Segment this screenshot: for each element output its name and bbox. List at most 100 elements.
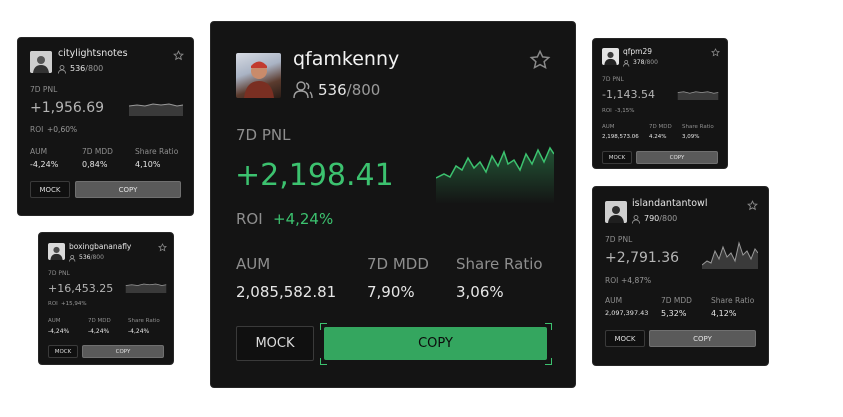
follower-capacity: /800	[85, 64, 104, 73]
follower-count-value: 790	[644, 214, 660, 223]
trader-card-boxingbananafly: boxingbananafly 536/800 7D PNL +16,453.2…	[38, 232, 174, 365]
mock-button[interactable]: MOCK	[605, 330, 645, 347]
mdd-label: 7D MDD	[649, 124, 672, 130]
pnl-label: 7D PNL	[605, 235, 633, 244]
mock-button[interactable]: MOCK	[236, 326, 314, 361]
aum-label: AUM	[236, 255, 271, 273]
aum-label: AUM	[602, 124, 615, 130]
share-ratio-label: Share Ratio	[682, 124, 714, 130]
trader-card-citylightsnotes: citylightsnotes 536/800 7D PNL +1,956.69…	[17, 37, 194, 216]
roi-value: +15,94%	[61, 301, 87, 307]
follower-capacity: /800	[346, 81, 381, 99]
trader-avatar	[602, 48, 619, 65]
pnl-value: +2,791.36	[605, 250, 680, 266]
copy-corner-br	[545, 358, 552, 365]
copy-button[interactable]: COPY	[636, 151, 718, 164]
follower-capacity: /800	[90, 254, 104, 261]
trader-card-islandantantowl: islandantantowl 790/800 7D PNL +2,791.36…	[592, 186, 769, 366]
favorite-star-icon[interactable]	[747, 200, 758, 211]
trader-username[interactable]: islandantantowl	[632, 198, 708, 209]
roi-label: ROI	[605, 276, 619, 285]
aum-value: 2,085,582.81	[236, 283, 337, 301]
mdd-value: 0,84%	[82, 160, 108, 169]
pnl-label: 7D PNL	[48, 270, 70, 277]
avatar-photo	[30, 51, 52, 73]
mdd-label: 7D MDD	[367, 255, 429, 273]
favorite-star-icon[interactable]	[529, 49, 551, 71]
share-ratio-label: Share Ratio	[135, 147, 179, 156]
pnl-sparkline	[702, 241, 758, 269]
trader-avatar	[48, 243, 65, 260]
favorite-star-icon[interactable]	[173, 50, 184, 61]
roi-label: ROI	[236, 210, 263, 228]
mdd-label: 7D MDD	[661, 296, 692, 305]
pnl-value: +1,956.69	[30, 100, 105, 116]
mock-button[interactable]: MOCK	[48, 345, 78, 358]
pnl-value: +16,453.25	[48, 282, 114, 295]
roi-value: -3,15%	[615, 108, 635, 114]
pnl-sparkline	[677, 91, 719, 100]
share-ratio-value: 4,10%	[135, 160, 161, 169]
roi-label: ROI	[30, 125, 44, 134]
trader-username[interactable]: qfpm29	[623, 47, 653, 56]
mdd-value: 5,32%	[661, 309, 687, 318]
copy-button[interactable]: COPY	[82, 345, 164, 358]
copy-corner-tr	[545, 323, 552, 330]
follower-count-value: 536	[79, 254, 91, 261]
follower-count: 536/800	[79, 254, 104, 261]
follower-capacity: /800	[659, 214, 678, 223]
pnl-label: 7D PNL	[602, 76, 624, 83]
copy-corner-bl	[320, 358, 327, 365]
trader-username[interactable]: boxingbananafly	[69, 242, 132, 251]
favorite-star-icon[interactable]	[158, 243, 167, 252]
pnl-sparkline	[436, 146, 554, 204]
pnl-value: -1,143.54	[602, 88, 655, 101]
trader-username[interactable]: qfamkenny	[293, 48, 400, 70]
mock-button[interactable]: MOCK	[602, 151, 632, 164]
roi-label: ROI	[602, 108, 612, 114]
followers-icon	[58, 65, 66, 74]
aum-label: AUM	[48, 318, 61, 324]
aum-label: AUM	[30, 147, 48, 156]
trader-avatar	[605, 201, 627, 223]
avatar-photo	[48, 243, 65, 260]
pnl-sparkline	[125, 283, 167, 293]
share-ratio-value: 3,06%	[456, 283, 504, 301]
followers-icon	[632, 215, 640, 224]
mdd-value: 4.24%	[649, 134, 667, 140]
roi-value: +4,24%	[273, 210, 334, 228]
avatar-photo	[244, 61, 274, 98]
share-ratio-value: 3,09%	[682, 134, 700, 140]
roi-label: ROI	[48, 301, 58, 307]
follower-count: 378/800	[633, 59, 658, 66]
followers-icon	[293, 81, 313, 99]
mock-button[interactable]: MOCK	[30, 181, 70, 198]
trader-card-qfpm29: qfpm29 378/800 7D PNL -1,143.54 ROI -3,1…	[592, 38, 728, 169]
mdd-value: 7,90%	[367, 283, 415, 301]
share-ratio-value: -4,24%	[128, 328, 150, 335]
follower-count: 536/800	[318, 81, 380, 99]
aum-value: -4,24%	[30, 160, 59, 169]
share-ratio-label: Share Ratio	[456, 255, 543, 273]
followers-icon	[69, 255, 76, 262]
mdd-label: 7D MDD	[82, 147, 113, 156]
follower-capacity: /800	[644, 59, 658, 66]
copy-button[interactable]: COPY	[649, 330, 756, 347]
trader-username[interactable]: citylightsnotes	[58, 48, 128, 59]
mdd-value: -4,24%	[88, 328, 110, 335]
copy-button[interactable]: COPY	[324, 327, 547, 360]
pnl-label: 7D PNL	[236, 126, 291, 144]
avatar-photo	[605, 201, 627, 223]
trader-avatar	[236, 53, 281, 98]
favorite-star-icon[interactable]	[711, 48, 720, 57]
copy-button[interactable]: COPY	[75, 181, 181, 198]
follower-count: 790/800	[644, 214, 677, 223]
share-ratio-label: Share Ratio	[128, 318, 160, 324]
aum-label: AUM	[605, 296, 623, 305]
aum-value: 2,097,397.43	[605, 309, 649, 317]
pnl-label: 7D PNL	[30, 85, 58, 94]
roi-value: +0,60%	[47, 125, 78, 134]
pnl-sparkline	[129, 103, 183, 116]
roi-value: +4,87%	[621, 276, 652, 285]
followers-icon	[623, 60, 630, 67]
